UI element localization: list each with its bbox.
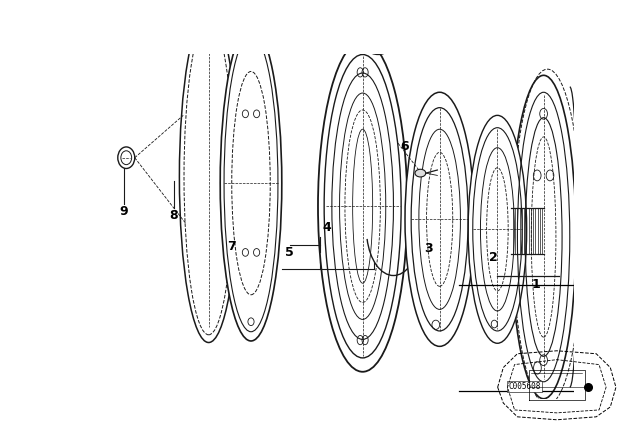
Text: 6: 6: [401, 140, 410, 153]
Text: 7: 7: [227, 240, 236, 253]
Ellipse shape: [363, 27, 394, 55]
Ellipse shape: [318, 41, 407, 372]
Ellipse shape: [405, 92, 474, 346]
Text: 1: 1: [532, 278, 540, 291]
Ellipse shape: [511, 75, 576, 399]
Text: 8: 8: [170, 209, 179, 222]
Text: 3: 3: [424, 242, 433, 255]
Text: 4: 4: [322, 220, 331, 233]
Text: C005608: C005608: [508, 382, 541, 391]
Text: 5: 5: [285, 246, 294, 259]
Text: 2: 2: [489, 251, 498, 264]
Ellipse shape: [220, 25, 282, 341]
Text: 9: 9: [120, 205, 128, 218]
Ellipse shape: [415, 169, 426, 177]
Ellipse shape: [468, 116, 527, 343]
